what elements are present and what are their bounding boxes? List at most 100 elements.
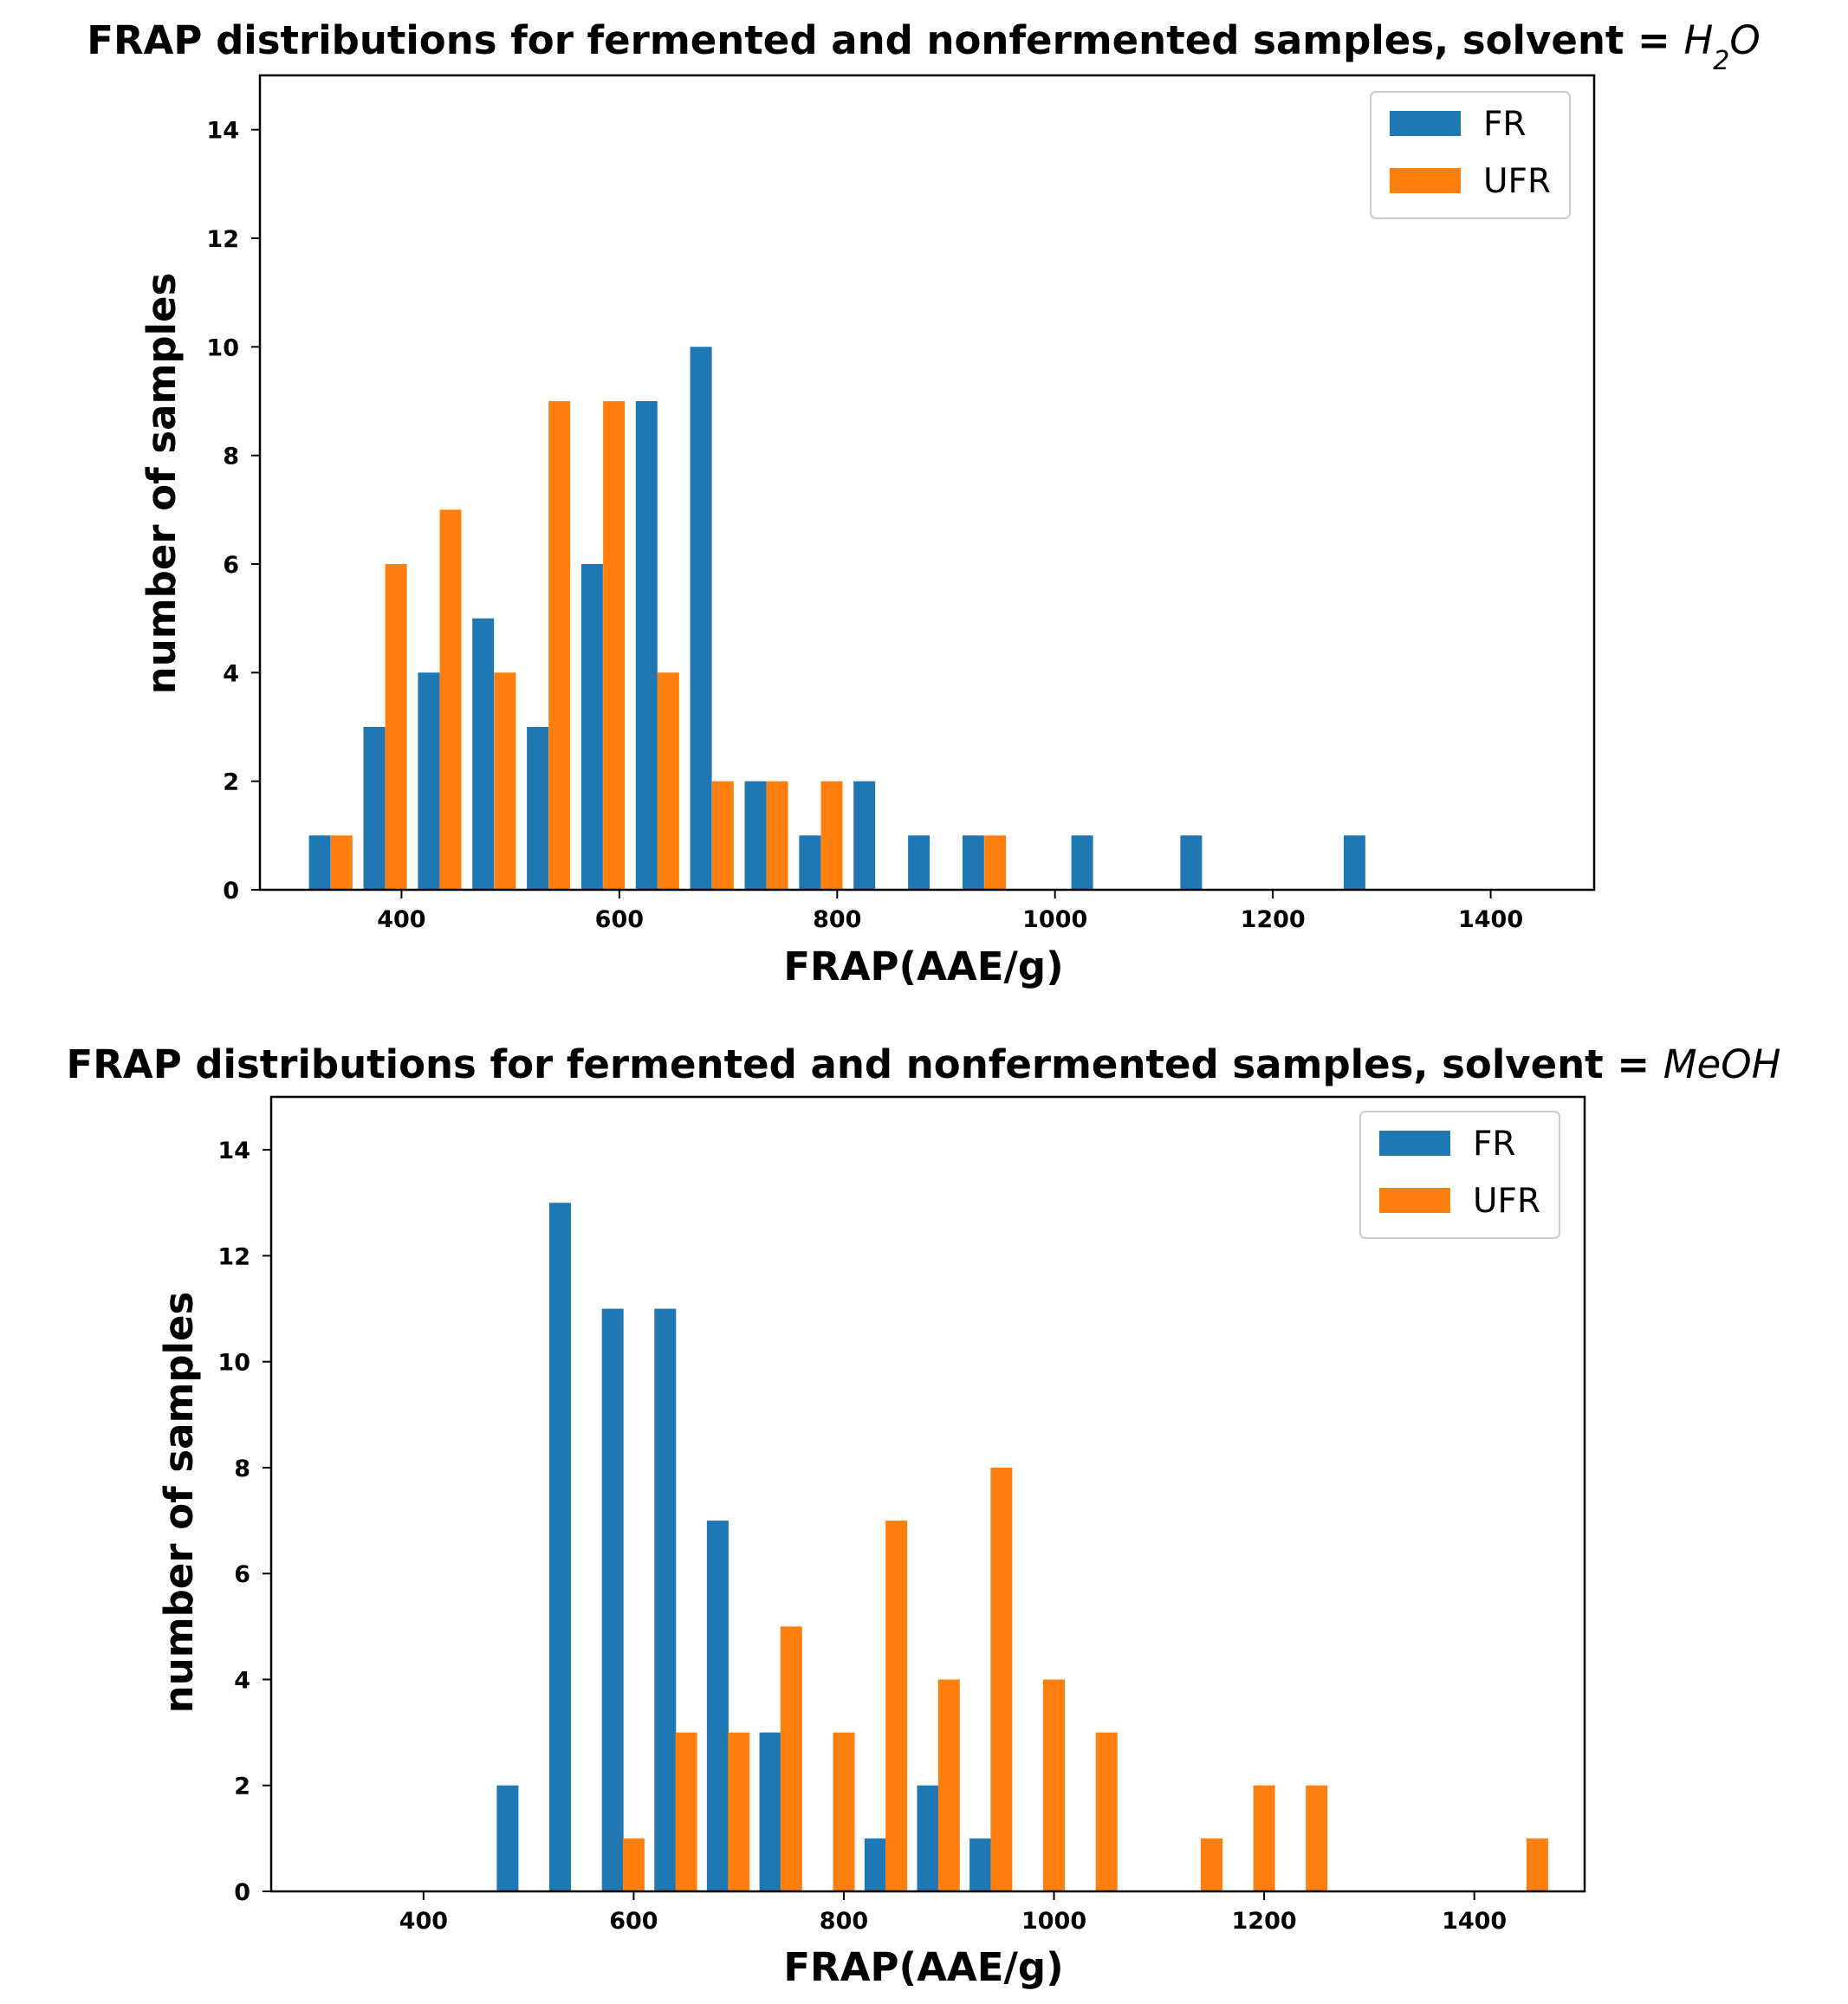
y-axis-label: number of samples [156,1292,202,1714]
x-tick-label: 1200 [1232,1908,1297,1935]
bar-fr-580 [601,1308,624,1891]
bar-fr-775 [799,835,821,890]
bar-ufr-650 [675,1732,697,1891]
legend: FR UFR [1359,1111,1560,1239]
bar-fr-530 [549,1203,571,1891]
y-tick-label: 14 [206,118,239,145]
y-tick-label: 12 [206,226,239,253]
bar-fr-1275 [1343,835,1365,890]
y-tick-label: 8 [234,1456,250,1482]
bar-fr-675 [690,347,712,890]
y-tick-label: 2 [234,1774,250,1800]
bar-fr-880 [917,1785,939,1891]
bar-ufr-600 [622,1838,645,1891]
y-tick-label: 0 [234,1879,250,1906]
y-tick-label: 0 [223,878,239,905]
bar-fr-930 [969,1838,992,1891]
bar-ufr-750 [780,1626,802,1891]
bar-fr-325 [308,835,331,890]
bar-fr-725 [744,781,767,890]
bar-ufr-595 [603,401,626,890]
legend-swatch-fr [1390,111,1461,136]
x-tick-label: 600 [609,1908,658,1935]
bar-fr-1025 [1071,835,1093,890]
bar-ufr-795 [820,781,843,890]
bar-ufr-945 [984,835,1007,890]
bar-ufr-1150 [1201,1838,1222,1891]
x-tick-label: 800 [813,906,861,933]
bars [496,1203,1548,1891]
x-tick-label: 1400 [1458,906,1523,933]
legend-swatch-ufr [1390,168,1461,193]
x-axis-label: FRAP(AAE/g) [783,1944,1063,1990]
ticks: 400 600 800 1000 1200 1400 0 2 4 6 8 10 12 14 [206,118,1523,933]
bar-ufr-445 [439,509,462,890]
x-axis-label: FRAP(AAE/g) [783,944,1063,989]
bar-ufr-850 [885,1521,908,1891]
bar-ufr-700 [728,1732,750,1891]
bar-fr-875 [908,835,930,890]
legend-label-fr: FR [1473,1125,1516,1164]
bar-fr-925 [962,835,984,890]
y-axis-label: number of samples [139,273,185,695]
bar-ufr-1000 [1043,1679,1065,1891]
bar-fr-825 [853,781,876,890]
bar-ufr-1250 [1306,1785,1328,1891]
bar-ufr-345 [330,835,353,890]
bar-ufr-1050 [1095,1732,1118,1891]
chart-title: FRAP distributions for fermented and non… [66,1041,1780,1087]
y-tick-label: 14 [217,1138,250,1164]
bar-fr-625 [635,401,658,890]
axes-frame [269,1095,1586,1893]
x-tick-label: 400 [377,906,425,933]
bar-fr-730 [759,1732,781,1891]
bar-fr-830 [864,1838,886,1891]
bar-ufr-695 [711,781,734,890]
bar-ufr-800 [833,1732,855,1891]
bar-ufr-495 [494,672,516,890]
y-tick-label: 4 [223,660,239,687]
ticks: 400 600 800 1000 1200 1400 0 2 4 6 8 10 12 14 [217,1138,1507,1935]
legend-label-fr: FR [1483,105,1527,144]
bar-fr-475 [472,618,495,890]
bar-ufr-950 [990,1467,1013,1891]
bar-fr-375 [363,727,386,890]
legend: FR UFR [1370,91,1571,219]
bar-ufr-1200 [1253,1785,1275,1891]
bar-fr-575 [580,564,603,890]
chart-h2o: FRAP distributions for fermented and non… [87,17,1760,989]
y-tick-label: 6 [223,552,239,579]
x-tick-label: 600 [595,906,644,933]
bar-ufr-745 [766,781,788,890]
bar-fr-525 [527,727,549,890]
bar-fr-680 [706,1521,729,1891]
x-tick-label: 800 [820,1908,868,1935]
x-tick-label: 400 [399,1908,448,1935]
bar-fr-425 [418,672,440,890]
bar-fr-480 [496,1785,519,1891]
y-tick-label: 4 [234,1667,250,1694]
bar-fr-630 [654,1308,677,1891]
chart-meoh: FRAP distributions for fermented and non… [66,1041,1780,1990]
legend-label-ufr: UFR [1483,162,1551,201]
y-tick-label: 6 [234,1561,250,1588]
y-tick-label: 12 [217,1243,250,1270]
bar-fr-1125 [1180,835,1203,890]
x-tick-label: 1000 [1021,1908,1086,1935]
legend-swatch-fr [1379,1131,1450,1156]
x-tick-label: 1400 [1442,1908,1507,1935]
bar-ufr-545 [548,401,571,890]
bar-ufr-1460 [1526,1838,1548,1891]
y-tick-label: 10 [217,1350,250,1377]
y-tick-label: 10 [206,334,239,361]
legend-label-ufr: UFR [1473,1182,1540,1221]
bar-ufr-395 [385,564,407,890]
axes-frame [258,74,1596,892]
chart-title: FRAP distributions for fermented and non… [87,17,1760,76]
bars [308,347,1365,890]
y-tick-label: 8 [223,444,239,470]
y-tick-label: 2 [223,769,239,796]
x-tick-label: 1000 [1022,906,1087,933]
bar-ufr-645 [657,672,679,890]
